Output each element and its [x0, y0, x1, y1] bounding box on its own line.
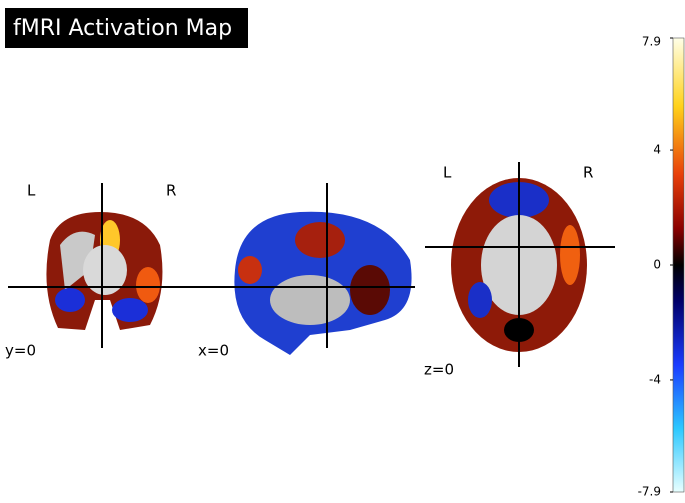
coronal-view: [8, 183, 200, 348]
colorbar-tick-label: 4: [653, 143, 661, 157]
colorbar-tick-label: 0: [653, 258, 661, 272]
sagittal-view: [200, 183, 415, 355]
colorbar-tick-label: 7.9: [642, 35, 661, 49]
orientation-left: L: [27, 182, 36, 200]
figure: fMRI Activation Map L R y=0 x=0 L R: [0, 0, 685, 499]
orientation-right: R: [166, 182, 176, 200]
view-label: y=0: [5, 342, 36, 360]
colorbar-tick-label: -4: [649, 372, 661, 386]
title: fMRI Activation Map: [13, 16, 232, 41]
colorbar-tick-label: -7.9: [638, 485, 661, 499]
colorbar: [673, 38, 684, 492]
axial-view: [425, 162, 615, 367]
view-label: z=0: [424, 361, 454, 379]
orientation-right: R: [583, 164, 593, 182]
orientation-left: L: [443, 164, 452, 182]
view-label: x=0: [198, 342, 229, 360]
